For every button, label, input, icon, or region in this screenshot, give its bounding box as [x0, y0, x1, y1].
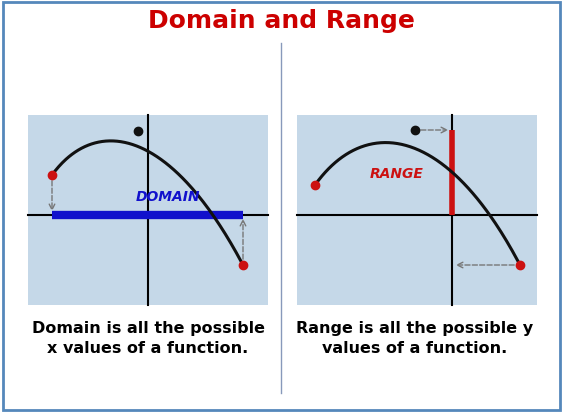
Text: values of a function.: values of a function. [323, 341, 508, 356]
Bar [28, 116, 268, 305]
Bar [297, 116, 537, 305]
Text: Domain and Range: Domain and Range [148, 9, 414, 33]
Text: x values of a function.: x values of a function. [47, 341, 249, 356]
Text: RANGE: RANGE [370, 166, 424, 180]
Text: Domain is all the possible: Domain is all the possible [32, 321, 265, 336]
Text: DOMAIN: DOMAIN [136, 190, 200, 204]
Text: Range is all the possible y: Range is all the possible y [297, 321, 534, 336]
